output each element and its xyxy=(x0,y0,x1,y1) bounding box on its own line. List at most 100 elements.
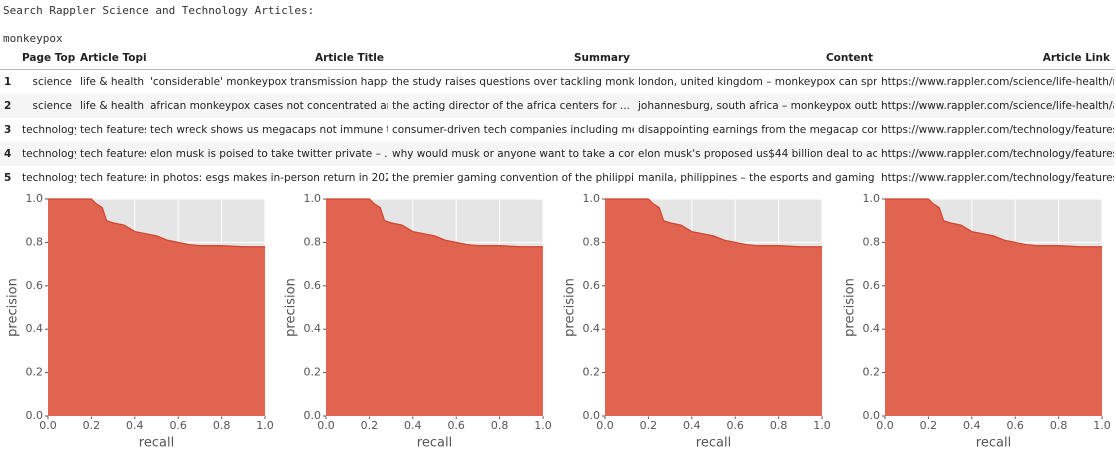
row-index: 3 xyxy=(4,124,12,136)
x-tick-label: 1.0 xyxy=(256,419,274,432)
table-row: 1 science life & health 'considerable' monk… xyxy=(0,70,1114,95)
x-tick-label: 0.0 xyxy=(596,419,614,432)
column-header: Article Title xyxy=(146,46,388,70)
y-tick-label: 1.0 xyxy=(26,192,44,205)
x-tick-label: 0.8 xyxy=(213,419,231,432)
y-tick-label: 0.6 xyxy=(26,279,44,292)
y-tick-label: 0.2 xyxy=(863,366,881,379)
y-tick-label: 0.4 xyxy=(26,322,44,335)
x-tick-label: 0.0 xyxy=(876,419,894,432)
x-tick-label: 0.2 xyxy=(361,419,379,432)
x-tick-label: 0.4 xyxy=(126,419,144,432)
y-tick-label: 1.0 xyxy=(304,192,322,205)
cell: technology xyxy=(18,142,76,166)
cell: tech features xyxy=(80,172,146,184)
index-header xyxy=(0,46,18,70)
area xyxy=(326,199,543,416)
query: monkeypox xyxy=(3,32,63,45)
cell: the acting director of the africa center… xyxy=(388,94,634,118)
table-row: 5 technology tech features in photos: esgs … xyxy=(0,166,1114,190)
cell: life & health xyxy=(80,76,145,88)
row-index: 5 xyxy=(4,172,12,184)
y-tick-label: 0.6 xyxy=(863,279,881,292)
x-tick-label: 0.2 xyxy=(83,419,101,432)
x-tick-label: 0.8 xyxy=(770,419,788,432)
x-tick-label: 0.2 xyxy=(640,419,658,432)
area xyxy=(48,199,265,416)
x-tick-label: 0.0 xyxy=(317,419,335,432)
y-tick-label: 0.8 xyxy=(863,235,881,248)
column-header: Page Topic xyxy=(18,46,76,70)
row-index: 4 xyxy=(0,142,18,166)
table-row: 2 science life & health african monkeypox c… xyxy=(0,94,1114,118)
y-tick-label: 0.6 xyxy=(304,279,322,292)
x-axis-label: recall xyxy=(417,436,452,451)
table-row: 3 technology tech features tech wreck shows… xyxy=(0,118,1114,142)
x-tick-label: 0.2 xyxy=(920,419,938,432)
x-tick-label: 0.6 xyxy=(169,419,187,432)
x-tick-label: 0.4 xyxy=(683,419,701,432)
area xyxy=(605,199,822,416)
y-tick-label: 0.0 xyxy=(304,409,322,422)
y-axis-label: precision xyxy=(563,278,578,337)
cell: science xyxy=(32,76,72,88)
x-tick-label: 0.4 xyxy=(404,419,422,432)
cell: tech wreck shows us megacaps not immune … xyxy=(150,124,388,136)
column-header: Article Topic xyxy=(76,46,146,70)
y-tick-label: 0.2 xyxy=(304,366,322,379)
x-tick-label: 0.8 xyxy=(491,419,509,432)
cell: science xyxy=(18,94,76,118)
cell: african monkeypox cases not concentrated… xyxy=(146,94,388,118)
cell: disappointing earnings from the megacap … xyxy=(638,124,877,136)
curve-line xyxy=(885,198,1102,248)
x-tick-label: 0.0 xyxy=(39,419,57,432)
cell: https://www.rappler.com/science/life-hea… xyxy=(877,94,1114,118)
x-tick-label: 0.6 xyxy=(1006,419,1024,432)
cell: https://www.rappler.com/technology/featu… xyxy=(881,124,1114,136)
cell: elon musk is poised to take twitter priv… xyxy=(146,142,388,166)
x-tick-label: 0.4 xyxy=(963,419,981,432)
y-tick-label: 0.4 xyxy=(583,322,601,335)
x-axis-label: recall xyxy=(976,436,1011,451)
cell: the study raises questions over tackling… xyxy=(392,76,634,88)
y-tick-label: 0.2 xyxy=(26,366,44,379)
column-header: Content xyxy=(634,46,877,70)
y-tick-label: 0.8 xyxy=(304,235,322,248)
y-tick-label: 0.4 xyxy=(863,322,881,335)
y-axis-label: precision xyxy=(843,278,858,337)
cell: consumer-driven tech companies including… xyxy=(392,124,634,136)
cell: london, united kingdom – monkeypox can s… xyxy=(638,76,877,88)
row-index: 2 xyxy=(0,94,18,118)
cell: https://www.rappler.com/technology/featu… xyxy=(881,172,1114,184)
cell: https://www.rappler.com/technology/featu… xyxy=(877,142,1114,166)
x-tick-label: 1.0 xyxy=(1093,419,1111,432)
area xyxy=(885,199,1102,416)
cell: the premier gaming convention of the phi… xyxy=(392,172,634,184)
curve-line xyxy=(326,198,543,248)
cell: https://www.rappler.com/science/life-hea… xyxy=(881,76,1114,88)
cell: life & health xyxy=(76,94,146,118)
cell: technology xyxy=(22,124,76,136)
cell: in photos: esgs makes in-person return i… xyxy=(150,172,388,184)
cell: technology xyxy=(22,172,76,184)
y-tick-label: 0.0 xyxy=(583,409,601,422)
cell: manila, philippines – the esports and ga… xyxy=(638,172,877,184)
y-tick-label: 1.0 xyxy=(583,192,601,205)
cell: tech features xyxy=(80,124,146,136)
table-row: 4 technology tech features elon musk is poi… xyxy=(0,142,1114,166)
charts: 0.0 0.2 0.4 0.6 0.8 1.0 0.0 0.2 0.4 0.6 0.8 1.0 reca… xyxy=(6,192,1111,451)
y-tick-label: 0.4 xyxy=(304,322,322,335)
y-axis-label: precision xyxy=(284,278,299,337)
x-tick-label: 0.6 xyxy=(726,419,744,432)
x-tick-label: 1.0 xyxy=(534,419,552,432)
y-tick-label: 0.0 xyxy=(26,409,44,422)
column-header: Article Link xyxy=(877,46,1114,70)
cell: elon musk's proposed us$44 billion deal … xyxy=(634,142,877,166)
x-tick-label: 1.0 xyxy=(813,419,831,432)
row-index: 1 xyxy=(4,76,12,88)
cell: 'considerable' monkeypox transmission ha… xyxy=(150,76,388,88)
y-tick-label: 0.2 xyxy=(583,366,601,379)
y-tick-label: 0.0 xyxy=(863,409,881,422)
